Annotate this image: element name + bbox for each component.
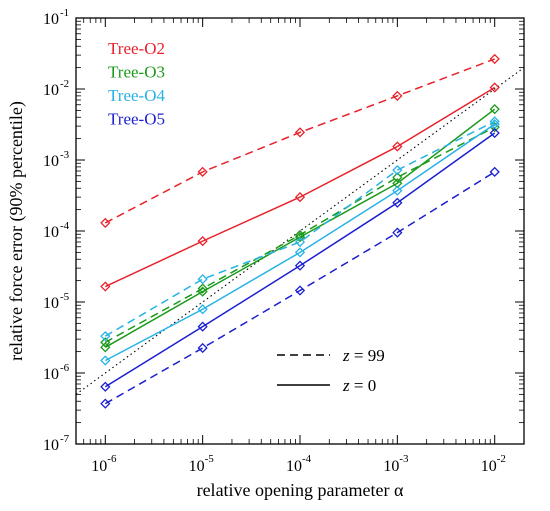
legend: Tree-O2 Tree-O3 Tree-O4 Tree-O5 — [108, 39, 165, 129]
x-tick-label: 10 — [286, 458, 302, 475]
legend-entry-tree-o4: Tree-O4 — [108, 86, 165, 105]
diamond-marker — [197, 342, 208, 354]
diamond-marker — [489, 82, 500, 93]
series-tree-o4-z0 — [100, 119, 500, 366]
diamond-marker — [294, 247, 306, 258]
y-tick-exponent: -3 — [60, 149, 70, 161]
y-tick-label: 10 — [43, 82, 59, 99]
x-tick-label: 10 — [481, 458, 497, 475]
diamond-marker — [294, 231, 306, 243]
style-legend: z = 99 z = 0 — [277, 346, 385, 395]
diamond-marker — [294, 192, 306, 203]
y-tick-label: 10 — [43, 153, 59, 170]
diamond-marker — [197, 283, 208, 294]
diamond-marker — [392, 227, 403, 238]
series-line — [104, 108, 496, 348]
y-tick-label: 10 — [43, 224, 59, 241]
series-tree-o4-z99 — [100, 116, 500, 342]
diamond-marker — [100, 381, 111, 392]
x-tick-exponent: -6 — [107, 453, 117, 465]
x-tick-label: 10 — [189, 458, 205, 475]
x-tick-exponent: -3 — [399, 453, 409, 465]
diamond-marker — [489, 116, 500, 127]
series-line — [104, 86, 496, 288]
y-tick-label: 10 — [43, 11, 59, 28]
series-tree-o2-z99 — [100, 53, 500, 229]
diamond-marker — [100, 398, 111, 409]
y-tick-exponent: -4 — [60, 220, 70, 232]
series-line — [104, 132, 496, 388]
series-line — [104, 171, 496, 405]
diamond-marker — [392, 141, 403, 152]
series-tree-o3-z99 — [100, 122, 500, 348]
x-tick-exponent: -4 — [302, 453, 312, 465]
diamond-marker — [100, 355, 111, 366]
y-axis-label: relative force error (90% percentile) — [6, 101, 27, 361]
diamond-marker — [392, 165, 403, 176]
y-tick-exponent: -7 — [60, 433, 70, 445]
diamond-marker — [294, 260, 306, 271]
series-tree-o5-z99 — [100, 166, 500, 409]
diamond-marker — [489, 53, 500, 65]
style-legend-label-solid: z = 0 — [342, 376, 376, 395]
diamond-marker — [392, 185, 403, 196]
diamond-marker — [489, 104, 500, 115]
diamond-marker — [392, 178, 403, 189]
diamond-marker — [489, 127, 500, 139]
x-tick-label: 10 — [383, 458, 399, 475]
diamond-marker — [294, 229, 306, 241]
series-line — [104, 58, 495, 224]
y-tick-exponent: -5 — [60, 291, 70, 303]
diamond-marker — [197, 286, 208, 297]
diamond-marker — [392, 197, 403, 208]
diamond-marker — [489, 166, 500, 178]
diamond-marker — [197, 321, 208, 332]
diamond-marker — [294, 285, 306, 296]
y-tick-exponent: -1 — [60, 7, 69, 19]
y-tick-exponent: -6 — [60, 362, 70, 374]
series-tree-o3-z0 — [100, 104, 500, 353]
diamond-marker — [100, 342, 111, 353]
x-tick-label: 10 — [91, 458, 107, 475]
axis-ticks: 10 -710 -610 -510 -410 -310 -210 -110 -6 10 -5 10 -4… — [43, 7, 525, 475]
y-tick-label: 10 — [43, 437, 59, 454]
y-tick-label: 10 — [43, 366, 59, 383]
x-tick-exponent: -2 — [497, 453, 506, 465]
x-axis-label: relative opening parameter α — [197, 480, 404, 500]
y-tick-label: 10 — [43, 295, 59, 312]
diamond-marker — [100, 281, 111, 292]
diamond-marker — [392, 172, 403, 183]
y-tick-exponent: -2 — [60, 78, 69, 90]
series-line — [104, 126, 496, 344]
series-tree-o2-z0 — [100, 82, 500, 292]
x-tick-exponent: -5 — [205, 453, 215, 465]
diamond-marker — [294, 236, 306, 248]
legend-entry-tree-o2: Tree-O2 — [108, 39, 165, 58]
series-tree-o5-z0 — [100, 127, 500, 392]
series-line — [104, 123, 496, 362]
diamond-marker — [197, 274, 208, 285]
style-legend-label-dashed: z = 99 — [342, 346, 385, 365]
diamond-marker — [197, 236, 208, 247]
diamond-marker — [100, 217, 111, 229]
legend-entry-tree-o5: Tree-O5 — [108, 110, 165, 129]
diamond-marker — [197, 304, 208, 315]
legend-entry-tree-o3: Tree-O3 — [108, 63, 165, 82]
diamond-marker — [392, 90, 403, 101]
diamond-marker — [294, 127, 306, 138]
diamond-marker — [197, 166, 208, 178]
diamond-marker — [100, 331, 111, 342]
series-group — [100, 53, 500, 409]
